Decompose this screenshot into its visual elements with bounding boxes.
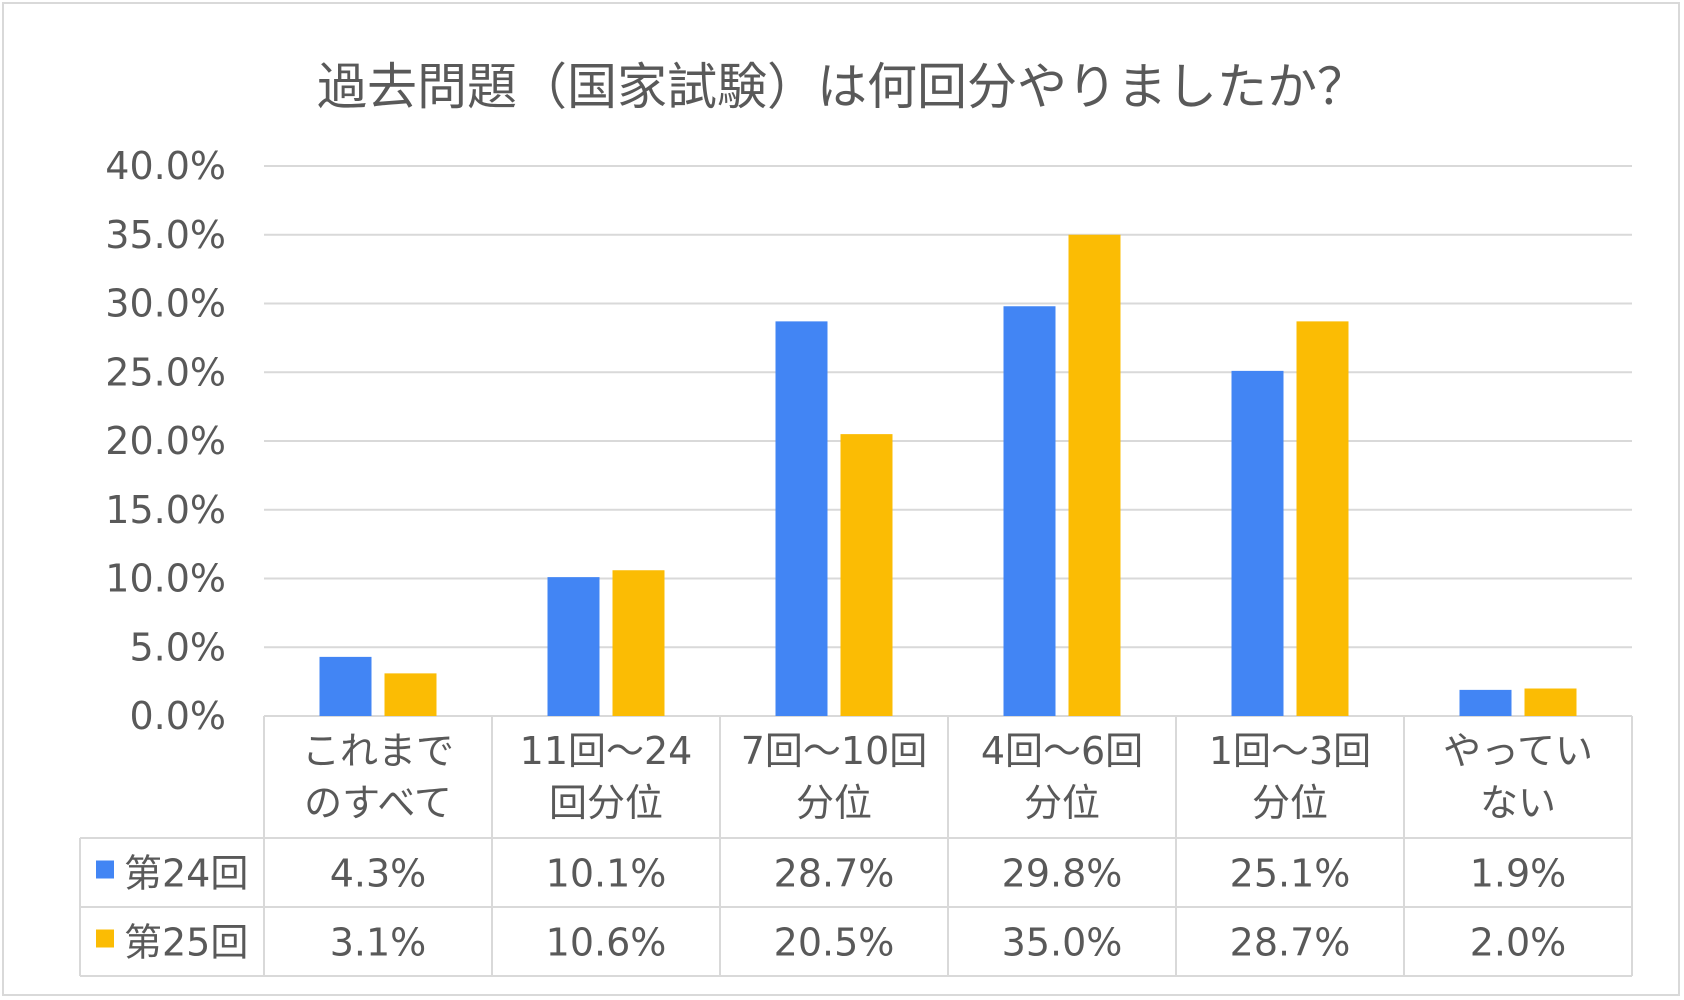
legend-label-1: 第24回 xyxy=(124,852,248,896)
category-label-1: のすべて xyxy=(304,781,452,825)
category-label-2: 回分位 xyxy=(549,781,663,825)
y-tick-label: 15.0% xyxy=(105,488,226,532)
bar-1-2 xyxy=(547,577,600,716)
bar-2-2 xyxy=(612,570,665,716)
category-label-3: 分位 xyxy=(796,781,872,825)
data-label-1-2: 10.1% xyxy=(546,852,667,896)
y-tick-label: 25.0% xyxy=(105,350,226,394)
data-label-1-4: 29.8% xyxy=(1002,852,1123,896)
y-tick-label: 30.0% xyxy=(105,282,226,326)
data-label-2-5: 28.7% xyxy=(1230,921,1351,965)
data-table: これまでのすべて11回～24回分位7回～10回分位4回～6回分位1回～3回分位や… xyxy=(79,716,1633,977)
data-label-1-3: 28.7% xyxy=(774,852,895,896)
y-tick-label: 5.0% xyxy=(129,625,226,669)
category-label-5: 1回～3回 xyxy=(1209,729,1371,773)
category-label-4: 分位 xyxy=(1024,781,1100,825)
y-tick-label: 35.0% xyxy=(105,213,226,257)
bars xyxy=(319,234,1577,716)
category-label-6: やってい xyxy=(1443,729,1593,773)
bar-1-1 xyxy=(319,656,372,716)
legend-key-1 xyxy=(96,860,114,879)
category-label-2: 11回～24 xyxy=(520,729,693,773)
bar-1-5 xyxy=(1231,370,1284,716)
bar-2-6 xyxy=(1524,688,1577,716)
bar-2-5 xyxy=(1296,321,1349,716)
category-label-3: 7回～10回 xyxy=(741,729,928,773)
y-tick-label: 10.0% xyxy=(105,557,226,601)
bar-2-3 xyxy=(840,434,893,716)
bar-1-6 xyxy=(1459,689,1512,716)
data-label-1-6: 1.9% xyxy=(1470,852,1567,896)
chart-title: 過去問題（国家試験）は何回分やりましたか？ xyxy=(317,58,1367,116)
category-label-6: ない xyxy=(1480,781,1556,825)
y-tick-label: 40.0% xyxy=(105,144,226,188)
category-label-1: これまで xyxy=(302,729,454,773)
y-tick-label: 0.0% xyxy=(129,694,226,738)
data-label-2-2: 10.6% xyxy=(546,921,667,965)
data-label-1-5: 25.1% xyxy=(1230,852,1351,896)
y-axis: 0.0% 5.0% 10.0% 15.0% 20.0% 25.0% 30.0% 35.0% 40… xyxy=(105,144,226,738)
category-label-5: 分位 xyxy=(1252,781,1328,825)
bar-1-3 xyxy=(775,321,828,716)
legend-key-2 xyxy=(96,929,114,948)
gridlines xyxy=(264,165,1632,717)
data-label-1-1: 4.3% xyxy=(330,852,427,896)
category-label-4: 4回～6回 xyxy=(981,729,1143,773)
bar-2-4 xyxy=(1068,234,1121,716)
data-label-2-1: 3.1% xyxy=(330,921,427,965)
y-tick-label: 20.0% xyxy=(105,419,226,463)
bar-2-1 xyxy=(384,673,437,716)
bar-1-4 xyxy=(1003,306,1056,716)
data-label-2-4: 35.0% xyxy=(1002,921,1123,965)
data-label-2-6: 2.0% xyxy=(1470,921,1567,965)
data-label-2-3: 20.5% xyxy=(774,921,895,965)
legend-label-2: 第25回 xyxy=(124,921,248,965)
